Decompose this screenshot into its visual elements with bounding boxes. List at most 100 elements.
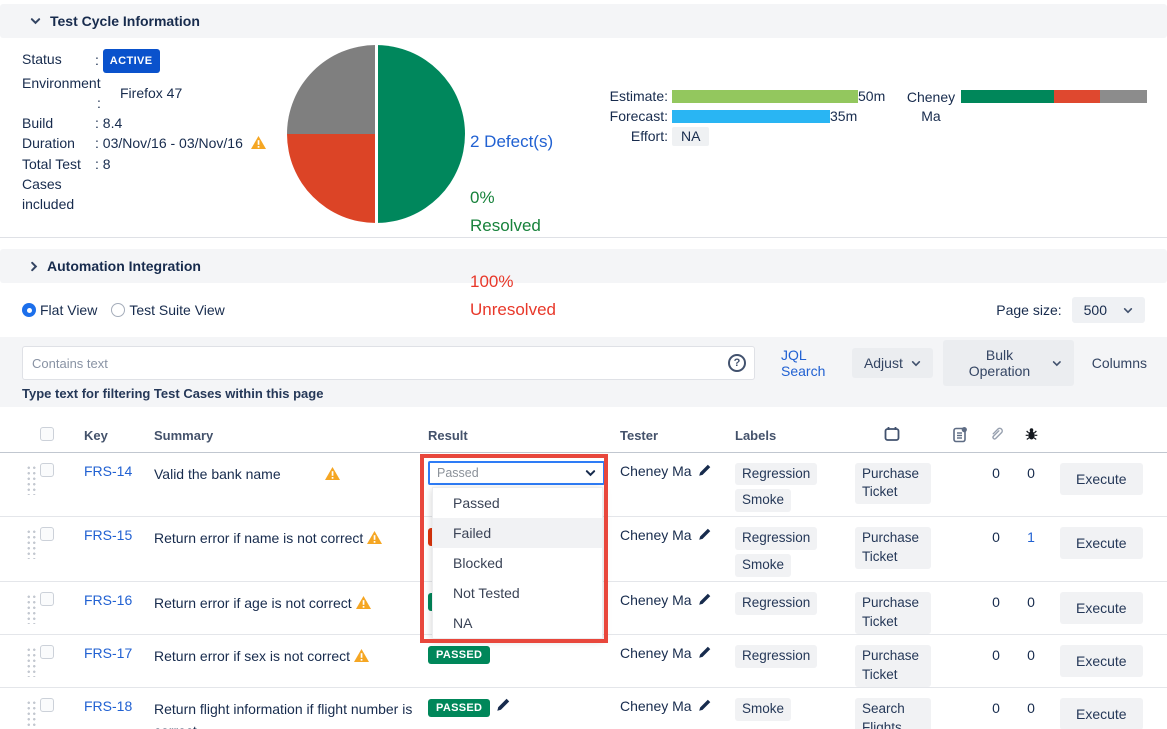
cycle-summary-panel: Status : ACTIVE Environment: Firefox 47 … [0, 38, 1167, 319]
issue-key-link[interactable]: FRS-16 [84, 592, 133, 609]
field-total-test-cases: Total Test Cases included : 8 [22, 154, 287, 214]
edit-tester-icon[interactable] [698, 646, 711, 662]
tester-bar-nottested-segment [1100, 90, 1147, 103]
row-checkbox[interactable] [40, 592, 54, 607]
duration-value: : 03/Nov/16 - 03/Nov/16 [95, 133, 287, 154]
status-value: : ACTIVE [95, 49, 287, 73]
results-pie-chart [287, 45, 465, 223]
execute-button[interactable]: Execute [1060, 462, 1143, 495]
attachment-count: 0 [977, 581, 1015, 635]
dropdown-option-na[interactable]: NA [453, 615, 473, 631]
label-tag: Smoke [735, 697, 792, 721]
result-dropdown-menu: Passed Failed Blocked Not Tested NA [432, 487, 603, 639]
drag-handle[interactable] [26, 594, 37, 625]
execute-button[interactable]: Execute [1060, 697, 1143, 729]
help-icon[interactable]: ? [728, 354, 746, 372]
tester-stacked-bar [961, 90, 1147, 103]
flat-view-radio[interactable] [22, 303, 36, 317]
row-checkbox[interactable] [40, 527, 54, 542]
result-select[interactable]: Passed [428, 460, 605, 485]
dropdown-option-passed[interactable]: Passed [453, 495, 500, 511]
issue-key-link[interactable]: FRS-14 [84, 462, 133, 479]
drag-handle[interactable] [26, 464, 37, 495]
filter-hint: Type text for filtering Test Cases withi… [22, 386, 324, 401]
table-row: FRS-18 Return flight information if flig… [0, 687, 1167, 729]
edit-tester-icon[interactable] [698, 699, 711, 715]
environment-value: Firefox 47 [120, 85, 183, 101]
issue-key-link[interactable]: FRS-18 [84, 697, 133, 714]
attachment-count: 0 [977, 452, 1015, 518]
page-size-select[interactable]: 500 [1071, 297, 1145, 323]
drag-handle[interactable] [26, 699, 37, 729]
component-tag: Purchase Ticket [855, 592, 931, 634]
result-select-value: Passed [437, 465, 479, 480]
defect-count: 0 [1015, 452, 1047, 518]
adjust-button[interactable]: Adjust [851, 348, 933, 378]
bulk-operation-button[interactable]: Bulk Operation [942, 340, 1074, 386]
result-badge: PASSED [428, 698, 491, 717]
test-suite-view-radio[interactable] [111, 303, 126, 317]
table-row: FRS-17 Return error if sex is not correc… [0, 634, 1167, 688]
result-badge: PASSED [428, 645, 491, 664]
forecast-bar [672, 109, 830, 123]
defect-count: 0 [1015, 581, 1047, 635]
defect-count-link[interactable]: 2 Defect(s) [470, 132, 554, 151]
estimate-row: Estimate: 50m [600, 86, 886, 106]
execute-button[interactable]: Execute [1060, 592, 1143, 625]
jql-search-link[interactable]: JQL Search [781, 347, 826, 379]
row-checkbox[interactable] [40, 462, 54, 477]
issue-key-link[interactable]: FRS-17 [84, 644, 133, 661]
edit-result-icon[interactable] [496, 698, 510, 715]
tester-name: Cheney Ma [620, 527, 692, 544]
total-label: Total Test Cases included [22, 156, 81, 212]
edit-tester-icon[interactable] [698, 593, 711, 609]
component-tag: Purchase Ticket [855, 644, 931, 687]
dropdown-option-failed[interactable]: Failed [433, 518, 602, 548]
section-header-automation-integration[interactable]: Automation Integration [0, 249, 1167, 283]
contains-text-input[interactable] [22, 346, 755, 380]
defect-stats: 2 Defect(s) 0% Resolved 100% Unresolved [470, 100, 590, 352]
flat-view-label[interactable]: Flat View [40, 302, 98, 318]
chevron-down-icon [911, 360, 921, 366]
row-checkbox[interactable] [40, 697, 54, 712]
execute-button[interactable]: Execute [1060, 527, 1143, 560]
effort-block: Estimate: 50m Forecast: 35m Effort: NA [600, 86, 885, 146]
row-checkbox[interactable] [40, 644, 54, 659]
drag-handle[interactable] [26, 646, 37, 677]
dropdown-option-blocked[interactable]: Blocked [453, 555, 503, 571]
page-size-value: 500 [1083, 302, 1107, 318]
tester-name: Cheney Ma [620, 462, 692, 479]
estimate-label: Estimate: [609, 88, 668, 104]
field-duration: Duration : 03/Nov/16 - 03/Nov/16 [22, 133, 287, 154]
defect-count-link[interactable]: 1 [1015, 516, 1047, 583]
column-tester: Tester [607, 420, 722, 453]
estimate-value: 50m [858, 88, 886, 104]
tester-bar-passed-segment [961, 90, 1054, 103]
edit-tester-icon[interactable] [698, 464, 711, 480]
section-header-test-cycle-information[interactable]: Test Cycle Information [0, 4, 1167, 38]
summary-text: Return error if name is not correct [154, 530, 364, 547]
search-input-wrap: ? [22, 346, 755, 380]
effort-label: Effort: [630, 128, 668, 144]
chevron-down-icon [1052, 360, 1061, 366]
warning-icon [353, 646, 369, 668]
page-size-control: Page size: 500 [996, 297, 1145, 323]
columns-button[interactable]: Columns [1091, 355, 1147, 371]
table-header-row: Key Summary Result Tester Labels [0, 420, 1167, 453]
test-suite-view-label[interactable]: Test Suite View [129, 302, 225, 318]
divider [0, 237, 1167, 238]
column-result: Result [417, 420, 607, 453]
drag-handle[interactable] [26, 529, 37, 560]
execute-button[interactable]: Execute [1060, 644, 1143, 677]
resolved-percentage: 0% Resolved [470, 188, 541, 235]
select-all-checkbox[interactable] [40, 427, 54, 442]
issue-key-link[interactable]: FRS-15 [84, 527, 133, 544]
dropdown-option-not-tested[interactable]: Not Tested [453, 585, 520, 601]
duration-label: Duration [22, 135, 75, 151]
filter-bar: ? JQL Search Adjust Bulk Operation Colum… [0, 337, 1167, 407]
summary-text: Return flight information if flight numb… [154, 700, 413, 729]
edit-tester-icon[interactable] [698, 528, 711, 544]
chevron-down-icon [1123, 307, 1133, 313]
warning-icon [250, 134, 266, 154]
